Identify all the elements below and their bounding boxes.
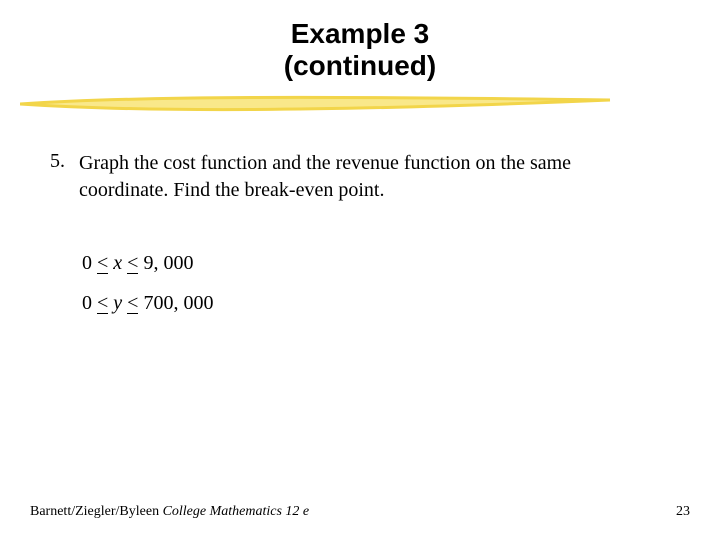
range-x: 0 < x < 9, 000 bbox=[82, 252, 193, 275]
range-y: 0 < y < 700, 000 bbox=[82, 292, 213, 315]
title-underline-swoosh bbox=[20, 90, 620, 118]
title-line-1: Example 3 bbox=[0, 18, 720, 50]
range-x-lhs: 0 bbox=[82, 252, 97, 274]
slide-title: Example 3 (continued) bbox=[0, 0, 720, 82]
slide-footer: Barnett/Ziegler/Byleen College Mathemati… bbox=[30, 504, 690, 520]
range-y-rhs: 700, 000 bbox=[138, 292, 213, 314]
le-op: < bbox=[97, 292, 108, 315]
footer-citation: Barnett/Ziegler/Byleen College Mathemati… bbox=[30, 504, 309, 520]
le-op: < bbox=[127, 292, 138, 315]
footer-authors: Barnett/Ziegler/Byleen bbox=[30, 504, 163, 519]
title-line-2: (continued) bbox=[0, 50, 720, 82]
footer-book-title: College Mathematics 12 e bbox=[163, 504, 310, 519]
item-number: 5. bbox=[50, 150, 74, 173]
le-op: < bbox=[127, 252, 138, 275]
range-x-rhs: 9, 000 bbox=[138, 252, 193, 274]
item-text: Graph the cost function and the revenue … bbox=[79, 150, 639, 204]
range-y-lhs: 0 bbox=[82, 292, 97, 314]
numbered-item: 5. Graph the cost function and the reven… bbox=[50, 150, 660, 204]
range-y-var: y bbox=[113, 292, 122, 314]
range-x-var: x bbox=[113, 252, 122, 274]
page-number: 23 bbox=[676, 504, 690, 520]
le-op: < bbox=[97, 252, 108, 275]
